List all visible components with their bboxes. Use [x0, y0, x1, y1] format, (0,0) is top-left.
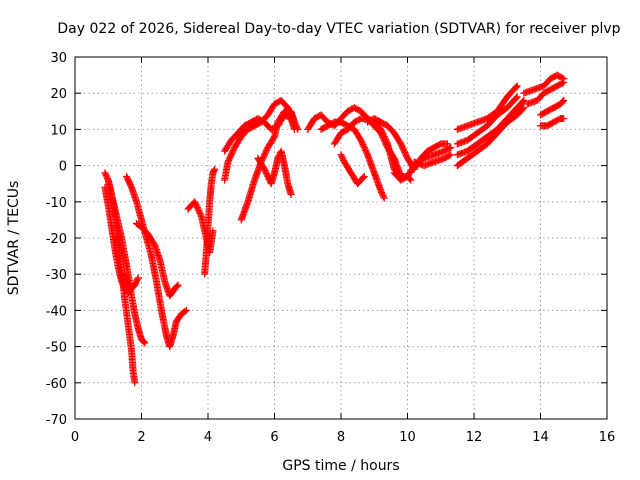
- series-arc-18: [390, 144, 455, 184]
- data-point: [445, 144, 453, 152]
- x-tick-label: 2: [137, 430, 145, 445]
- data-point: [407, 176, 415, 184]
- data-point: [141, 339, 149, 347]
- x-tick-label: 6: [270, 430, 278, 445]
- y-tick-label: 20: [50, 87, 67, 102]
- data-point: [513, 93, 521, 101]
- data-point: [443, 140, 451, 148]
- data-point: [560, 78, 568, 86]
- x-tick-label: 4: [204, 430, 212, 445]
- y-tick-label: -10: [46, 196, 67, 211]
- data-point: [447, 151, 455, 159]
- y-tick-label: 0: [59, 160, 67, 175]
- y-tick-label: 10: [50, 123, 67, 138]
- data-point: [520, 96, 528, 104]
- series-arc-6: [121, 270, 142, 293]
- data-point: [519, 105, 527, 113]
- data-point: [173, 282, 181, 290]
- y-tick-label: -40: [46, 304, 67, 319]
- data-point: [197, 211, 205, 219]
- data-point: [287, 191, 295, 199]
- data-point: [134, 275, 142, 283]
- series-arc-4: [123, 172, 190, 351]
- series-arc-26: [537, 96, 568, 119]
- data-points: [101, 71, 568, 387]
- y-tick-label: -20: [46, 232, 67, 247]
- data-point: [290, 118, 298, 126]
- data-point: [290, 125, 298, 133]
- axis-ticks: 0 2 4 6 8 10 12 14 16 30 20 10 0 -10 -20 -30 -40 -50 -60 -7…: [46, 51, 616, 445]
- data-point: [513, 82, 521, 90]
- data-point: [558, 79, 566, 87]
- x-tick-label: 8: [337, 430, 345, 445]
- y-tick-label: 30: [50, 51, 67, 66]
- data-point: [140, 338, 148, 346]
- data-point: [512, 94, 520, 102]
- data-point: [181, 307, 189, 315]
- data-point: [359, 173, 367, 181]
- series-arc-5: [133, 220, 182, 300]
- x-tick-label: 0: [71, 430, 79, 445]
- y-tick-label: -50: [46, 341, 67, 356]
- y-tick-label: -60: [46, 377, 67, 392]
- data-point: [512, 83, 520, 91]
- data-point: [559, 97, 567, 105]
- series-arc-21: [453, 93, 521, 148]
- series-arc-27: [537, 115, 568, 130]
- data-point: [383, 138, 391, 146]
- x-tick-label: 10: [399, 430, 416, 445]
- x-tick-label: 14: [532, 430, 549, 445]
- data-point: [519, 97, 527, 105]
- series-arc-19: [410, 151, 455, 170]
- data-point: [520, 104, 528, 112]
- series-arc-2: [101, 183, 136, 296]
- y-axis-label: SDTVAR / TECUs: [6, 181, 22, 296]
- series-arc-25: [523, 78, 568, 108]
- data-point: [447, 144, 455, 151]
- series-arc-12: [254, 147, 295, 199]
- data-point: [211, 165, 219, 173]
- series-arc-10: [221, 111, 298, 155]
- data-point: [182, 306, 190, 314]
- data-point: [131, 379, 139, 387]
- series-arc-16: [337, 151, 368, 188]
- x-tick-label: 12: [466, 430, 483, 445]
- y-tick-label: -70: [46, 413, 67, 428]
- data-point: [360, 172, 368, 180]
- series-arc-8: [201, 165, 219, 278]
- x-axis-label: GPS time / hours: [282, 458, 399, 474]
- y-tick-label: -30: [46, 268, 67, 283]
- data-point: [560, 96, 568, 104]
- data-point: [380, 194, 388, 202]
- grid: [75, 57, 607, 419]
- plot-frame: [74, 56, 608, 420]
- x-tick-label: 16: [599, 430, 616, 445]
- series-arc-23: [453, 104, 528, 170]
- data-point: [174, 281, 182, 289]
- data-point: [380, 193, 388, 201]
- data-point: [445, 151, 453, 159]
- series-arc-20: [453, 82, 521, 133]
- data-point: [560, 115, 568, 123]
- data-point: [134, 274, 142, 282]
- chart-title: Day 022 of 2026, Sidereal Day-to-day VTE…: [57, 21, 620, 37]
